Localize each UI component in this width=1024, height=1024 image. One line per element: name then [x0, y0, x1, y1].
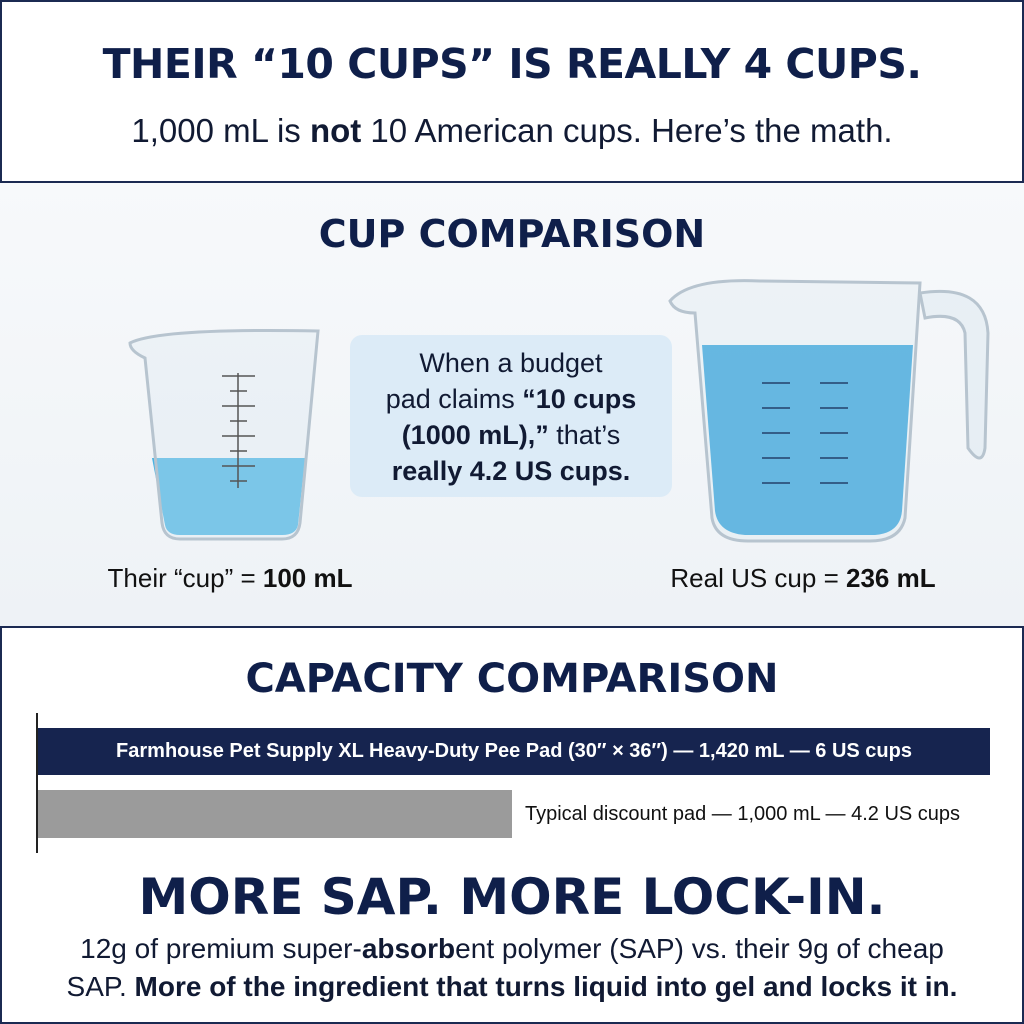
bold-text: 100 mL — [262, 563, 353, 593]
small-cup-ticks — [222, 373, 255, 488]
their-cup-label: Their “cup” = 100 mL — [60, 563, 400, 594]
bold-text: More of the ingredient that turns liquid… — [134, 971, 958, 1002]
bold-text: really 4.2 US cups. — [391, 456, 631, 486]
text: pad claims — [385, 384, 523, 414]
header-title: THEIR “10 CUPS” IS REALLY 4 CUPS. — [102, 40, 922, 88]
text: SAP. — [66, 971, 135, 1002]
big-cup — [668, 279, 990, 543]
capacity-title: CAPACITY COMPARISON — [245, 656, 779, 702]
text: that’s — [548, 420, 621, 450]
text-line: 12g of premium super-absorbent polymer (… — [0, 930, 1024, 968]
big-cup-liquid — [702, 345, 913, 535]
text-line: pad claims “10 cups — [350, 381, 672, 417]
big-cup-ticks — [762, 382, 848, 484]
bold-text: absorb — [361, 933, 456, 964]
text: Real US cup = — [670, 563, 846, 593]
text-line: (1000 mL),” that’s — [350, 417, 672, 453]
cup-illustrations — [128, 279, 990, 543]
bar-discount-label: Typical discount pad — 1,000 mL — 4.2 US… — [525, 803, 961, 825]
header-subtitle: 1,000 mL is not 10 American cups. Here’s… — [0, 112, 1024, 150]
text: 12g of premium super- — [80, 933, 362, 964]
text-line: really 4.2 US cups. — [350, 453, 672, 489]
small-cup-glass — [128, 329, 320, 541]
real-cup-label: Real US cup = 236 mL — [630, 563, 976, 594]
small-cup-liquid — [152, 458, 305, 535]
bold-text: (1000 mL),” — [401, 420, 549, 450]
small-cup — [128, 329, 320, 541]
text-line: When a budget — [350, 345, 672, 381]
callout-text: When a budget pad claims “10 cups (1000 mL… — [350, 345, 672, 489]
bar-premium-label: Farmhouse Pet Supply XL Heavy-Duty Pee P… — [116, 740, 912, 762]
bar-axis — [36, 713, 38, 853]
cup-title: CUP COMPARISON — [318, 212, 706, 256]
text: 1,000 mL is — [131, 112, 310, 149]
big-cup-glass — [668, 279, 922, 543]
text-line: SAP. More of the ingredient that turns l… — [0, 968, 1024, 1006]
bold-text: 236 mL — [845, 563, 936, 593]
bold-text: not — [309, 112, 362, 149]
sap-title: MORE SAP. MORE LOCK-IN. — [138, 868, 886, 926]
text: 10 American cups. Here’s the math. — [361, 112, 893, 149]
bar-premium — [38, 728, 990, 775]
sap-body: 12g of premium super-absorbent polymer (… — [0, 930, 1024, 1006]
text: When a budget — [419, 348, 603, 378]
callout-box — [350, 335, 672, 497]
header-box — [0, 0, 1024, 183]
bar-discount — [38, 790, 512, 838]
bold-text: “10 cups — [522, 384, 637, 414]
text: ent polymer (SAP) vs. their 9g of cheap — [455, 933, 944, 964]
big-cup-handle — [918, 289, 990, 460]
text: Their “cup” = — [107, 563, 263, 593]
